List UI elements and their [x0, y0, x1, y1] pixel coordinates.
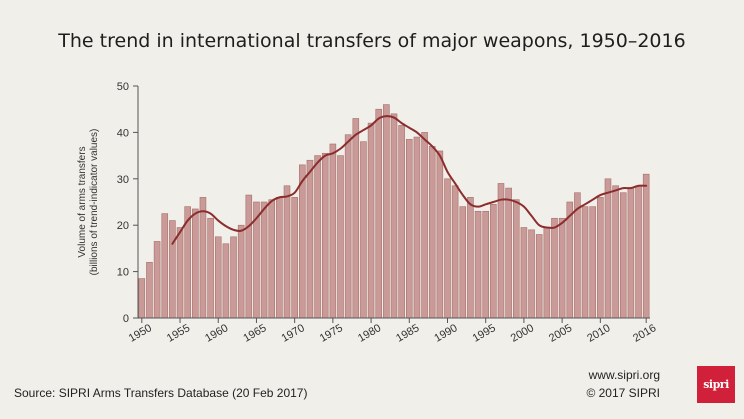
y-tick-label: 50 — [117, 81, 129, 93]
bar-1968 — [276, 197, 283, 319]
copyright-text: © 2017 SIPRI — [586, 386, 660, 400]
bar-1971 — [299, 164, 306, 319]
website-link[interactable]: www.sipri.org — [588, 368, 660, 382]
trend-line — [171, 115, 648, 245]
x-tick-label: 1955 — [165, 322, 192, 345]
bar-1961 — [222, 243, 230, 319]
y-tick-label: 0 — [123, 313, 129, 325]
bar-1954 — [169, 220, 176, 319]
bar-1962 — [230, 236, 237, 319]
bar-1982 — [383, 104, 390, 319]
bar-1992 — [459, 206, 467, 319]
bar-1958 — [199, 197, 207, 319]
bar-2013 — [619, 192, 627, 319]
bar-1991 — [451, 185, 459, 319]
bar-1995 — [482, 210, 489, 319]
bar-1996 — [490, 204, 497, 319]
y-tick-label: 20 — [117, 220, 129, 232]
bar-1978 — [352, 118, 360, 319]
bar-1994 — [474, 210, 482, 319]
x-tick-label: 2000 — [509, 322, 536, 345]
bar-1963 — [237, 224, 245, 319]
source-note: Source: SIPRI Arms Transfers Database (2… — [14, 386, 308, 400]
bar-2015 — [635, 185, 642, 319]
x-tick-label: 1965 — [241, 322, 268, 345]
y-axis-title: Volume of arms transfers (billions of tr… — [77, 129, 100, 276]
bar-1974 — [321, 152, 329, 319]
bar-1973 — [314, 155, 321, 319]
y-tick-label: 10 — [117, 267, 129, 279]
bar-1969 — [283, 185, 291, 319]
x-tick-label: 1970 — [280, 322, 307, 345]
bar-1993 — [467, 197, 474, 319]
x-axis: 1950 1955 1960 1965 1970 1975 1980 1985 1990 1995… — [127, 317, 658, 345]
bar-2004 — [551, 217, 558, 319]
bar-1976 — [337, 155, 344, 319]
bar-1960 — [214, 236, 222, 319]
bar-2006 — [566, 201, 574, 319]
bar-1977 — [344, 134, 352, 319]
trend-line-group — [171, 115, 648, 245]
bar-1986 — [413, 136, 421, 319]
bar-1952 — [153, 241, 161, 319]
bar-2001 — [528, 229, 535, 319]
x-tick-label: 1985 — [394, 322, 421, 345]
bar-1999 — [512, 199, 520, 319]
bar-1957 — [192, 208, 199, 319]
bar-2002 — [535, 234, 543, 319]
bar-1980 — [367, 122, 375, 319]
bar-1988 — [428, 146, 436, 319]
bar-1984 — [398, 125, 405, 319]
x-tick-label: 1950 — [127, 322, 154, 345]
bar-1967 — [268, 199, 276, 319]
bar-1989 — [436, 150, 444, 319]
bar-1955 — [176, 227, 184, 319]
y-axis-label-line2: (billions of trend-indicator values) — [89, 129, 100, 276]
x-tick-label: 1980 — [356, 322, 383, 345]
bar-1970 — [291, 197, 298, 319]
bar-2014 — [627, 187, 635, 319]
bar-2012 — [612, 185, 619, 319]
bar-1953 — [161, 213, 169, 319]
x-tick-label: 1990 — [432, 322, 459, 345]
bar-1972 — [306, 159, 314, 319]
bar-1959 — [207, 217, 214, 319]
x-tick-label: 1995 — [471, 322, 498, 345]
bar-1990 — [444, 178, 451, 319]
bar-1979 — [360, 141, 367, 319]
bar-1966 — [260, 201, 268, 319]
y-tick-label: 40 — [117, 127, 129, 139]
x-tick-label: 2010 — [585, 322, 612, 345]
bar-2000 — [520, 227, 528, 319]
bar-1964 — [245, 194, 253, 319]
bar-1975 — [329, 143, 337, 319]
bar-1983 — [390, 113, 398, 319]
sipri-logo: sipri — [697, 366, 735, 403]
bar-2008 — [581, 206, 589, 319]
bar-2003 — [543, 227, 551, 319]
bar-2016 — [642, 173, 650, 319]
bar-2010 — [597, 197, 604, 319]
y-axis: 0 10 20 30 40 50 — [117, 81, 139, 325]
bar-1950 — [138, 278, 146, 319]
bar-2011 — [604, 178, 612, 319]
bar-1981 — [375, 108, 382, 319]
bar-1998 — [505, 187, 512, 319]
bars-group — [138, 104, 650, 319]
y-tick-label: 30 — [117, 174, 129, 186]
bar-1985 — [405, 139, 413, 319]
x-tick-label: 1975 — [318, 322, 345, 345]
x-tick-label: 2005 — [547, 322, 574, 345]
chart-title: The trend in international transfers of … — [58, 30, 686, 52]
x-tick-label: 2016 — [631, 322, 658, 345]
bar-2005 — [558, 217, 566, 319]
y-axis-label-line1: Volume of arms transfers — [77, 146, 88, 257]
bar-1951 — [146, 262, 153, 319]
bar-1997 — [497, 183, 505, 319]
bar-1987 — [421, 132, 428, 319]
bar-2009 — [589, 206, 596, 319]
x-tick-label: 1960 — [203, 322, 230, 345]
